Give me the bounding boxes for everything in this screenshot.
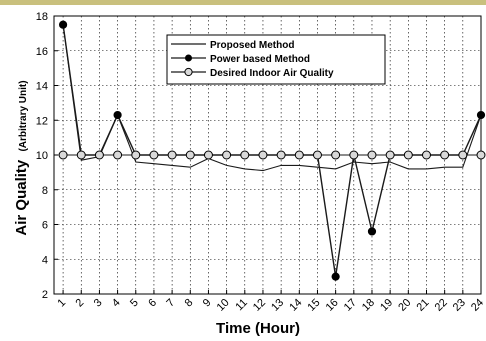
data-point <box>185 150 195 160</box>
x-tick-label: 20 <box>396 297 413 314</box>
y-axis-title-main: Air Quality <box>13 159 30 236</box>
x-tick-label: 22 <box>433 297 450 314</box>
data-point <box>458 150 468 160</box>
data-point <box>476 110 486 120</box>
x-tick-label: 15 <box>305 297 322 314</box>
data-point <box>331 272 340 281</box>
data-point <box>476 150 486 160</box>
data-point <box>312 150 322 160</box>
series-desired-indoor-air-quality <box>58 150 486 160</box>
legend: Proposed Method Power based Method Desired… <box>166 34 386 85</box>
data-point <box>294 150 304 160</box>
x-tick-label: 21 <box>414 297 431 314</box>
y-tick-label: 10 <box>36 150 48 162</box>
data-point <box>113 110 122 120</box>
x-tick-label: 17 <box>342 297 359 314</box>
legend-marker <box>184 67 193 77</box>
data-point <box>240 150 250 160</box>
legend-box <box>166 34 386 85</box>
x-tick-label: 19 <box>378 297 395 314</box>
data-point <box>331 150 341 160</box>
y-tick-label: 2 <box>42 289 48 301</box>
data-point <box>403 150 413 160</box>
data-point <box>276 150 286 160</box>
legend-marker <box>185 54 192 62</box>
y-tick-label: 12 <box>36 115 48 127</box>
y-tick-label: 8 <box>42 185 48 197</box>
data-point <box>421 150 431 160</box>
data-point <box>203 150 213 160</box>
series-layer <box>58 20 486 281</box>
data-point <box>367 227 377 236</box>
x-tick-label: 6 <box>146 297 159 310</box>
y-axis-title-unit: (Arbitrary Unit) <box>18 80 29 151</box>
data-point <box>58 20 68 29</box>
top-border-strip <box>0 0 486 5</box>
x-axis-ticks: 1 2 3 4 5 6 7 8 9 10 11 12 13 14 15 16 17 18 19 20 21 22 23 24 <box>55 290 486 314</box>
y-axis-title: Air Quality (Arbitrary Unit) <box>13 80 30 235</box>
x-tick-label: 5 <box>128 297 141 310</box>
x-tick-label: 9 <box>201 297 214 310</box>
legend-label: Proposed Method <box>210 40 294 51</box>
x-tick-label: 16 <box>324 297 341 314</box>
y-tick-label: 6 <box>42 220 48 232</box>
x-tick-label: 13 <box>269 297 286 314</box>
y-tick-label: 4 <box>42 254 48 266</box>
data-point <box>367 150 377 160</box>
data-point <box>385 150 395 160</box>
x-tick-label: 3 <box>92 297 105 310</box>
x-tick-label: 4 <box>110 297 123 310</box>
data-point <box>149 150 159 160</box>
y-tick-label: 16 <box>36 46 48 58</box>
x-tick-label: 1 <box>55 297 68 310</box>
x-tick-label: 14 <box>287 297 304 314</box>
data-point <box>113 150 123 160</box>
x-tick-label: 12 <box>251 297 268 314</box>
data-point <box>131 150 141 160</box>
x-tick-label: 11 <box>233 297 250 314</box>
y-axis-ticks: 2 4 6 8 10 12 14 16 18 <box>36 11 58 301</box>
y-tick-label: 14 <box>36 81 48 93</box>
data-point <box>258 150 268 160</box>
legend-label: Power based Method <box>210 54 310 65</box>
data-point <box>76 150 86 160</box>
y-tick-label: 18 <box>36 11 48 23</box>
x-tick-label: 24 <box>469 297 486 314</box>
x-tick-label: 2 <box>74 297 87 310</box>
legend-label: Desired Indoor Air Quality <box>210 68 334 79</box>
data-point <box>440 150 450 160</box>
data-point <box>222 150 232 160</box>
x-tick-label: 7 <box>164 297 177 310</box>
data-point <box>349 150 359 160</box>
x-tick-label: 8 <box>183 297 196 310</box>
x-axis-title: Time (Hour) <box>216 320 300 337</box>
x-tick-label: 18 <box>360 297 377 314</box>
x-tick-label: 23 <box>451 297 468 314</box>
data-point <box>94 150 104 160</box>
x-tick-label: 10 <box>215 297 232 314</box>
data-point <box>167 150 177 160</box>
data-point <box>58 150 68 160</box>
